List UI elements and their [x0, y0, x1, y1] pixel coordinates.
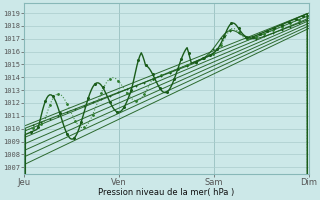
X-axis label: Pression niveau de la mer( hPa ): Pression niveau de la mer( hPa ) [98, 188, 235, 197]
